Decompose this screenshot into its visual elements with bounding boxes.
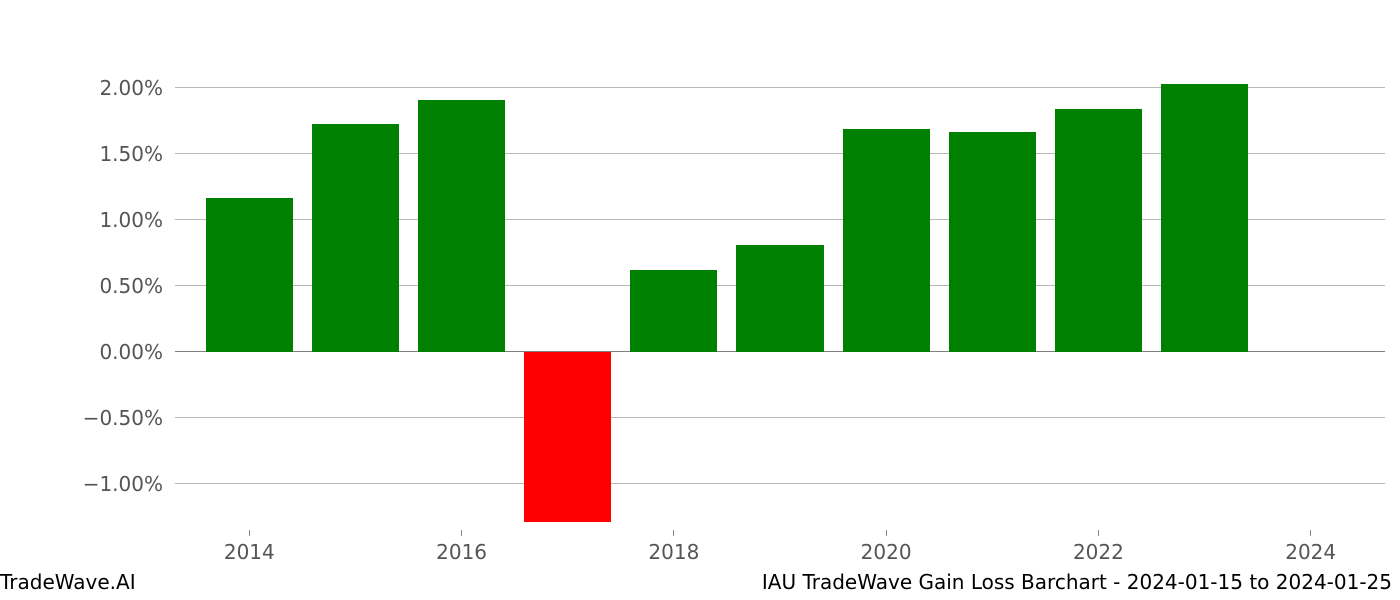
footer-left-text: TradeWave.AI [0, 570, 136, 594]
y-tick-label: −0.50% [83, 406, 175, 430]
footer-right-text: IAU TradeWave Gain Loss Barchart - 2024-… [762, 570, 1392, 594]
bar [1161, 84, 1248, 352]
bar [418, 100, 505, 352]
y-tick-label: 2.00% [99, 76, 175, 100]
x-tick-label: 2018 [648, 530, 699, 564]
x-tick-label: 2020 [861, 530, 912, 564]
y-tick-label: 0.50% [99, 274, 175, 298]
bar [630, 270, 717, 352]
x-tick-label: 2014 [224, 530, 275, 564]
gridline [175, 417, 1385, 418]
y-tick-label: 1.00% [99, 208, 175, 232]
bar [206, 198, 293, 352]
bar [1055, 109, 1142, 352]
gridline [175, 483, 1385, 484]
bar [524, 352, 611, 522]
bar [949, 132, 1036, 352]
x-tick-label: 2022 [1073, 530, 1124, 564]
y-tick-label: −1.00% [83, 472, 175, 496]
y-tick-label: 1.50% [99, 142, 175, 166]
x-tick-label: 2024 [1285, 530, 1336, 564]
y-tick-label: 0.00% [99, 340, 175, 364]
bar [312, 124, 399, 352]
chart-figure: −1.00% −0.50% 0.00% 0.50% 1.00% 1.50% 2.00% 201… [0, 0, 1400, 600]
bar [736, 245, 823, 352]
bar [843, 129, 930, 352]
plot-area: −1.00%−0.50%0.00%0.50%1.00%1.50%2.00%201… [175, 55, 1385, 530]
x-tick-label: 2016 [436, 530, 487, 564]
